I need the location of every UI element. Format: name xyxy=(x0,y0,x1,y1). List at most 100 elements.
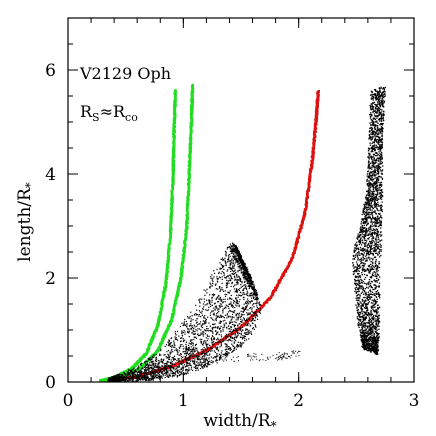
cloud-point xyxy=(179,354,181,356)
cloud-point xyxy=(162,375,164,377)
cloud-point xyxy=(196,321,198,323)
cloud-point xyxy=(241,319,243,321)
cloud-point xyxy=(176,351,178,353)
cloud-point xyxy=(154,372,157,374)
cloud-point xyxy=(254,324,256,326)
cloud-point xyxy=(215,348,218,350)
cloud-point xyxy=(193,314,196,316)
cloud-point xyxy=(179,352,182,355)
cloud-point xyxy=(250,276,252,279)
cloud-point xyxy=(215,334,217,336)
cloud-point xyxy=(206,292,208,294)
cloud-point xyxy=(225,307,227,309)
cloud-point xyxy=(210,330,212,332)
cloud-point xyxy=(229,321,231,323)
cloud-point xyxy=(190,339,192,341)
cloud-point xyxy=(243,335,245,337)
curve-point xyxy=(191,87,194,90)
cloud-point xyxy=(238,314,240,316)
cloud-point xyxy=(121,373,123,375)
cloud-point xyxy=(147,357,149,360)
curve-point xyxy=(189,140,192,144)
cloud-point xyxy=(198,363,201,365)
cloud-point xyxy=(204,362,206,364)
cloud-point xyxy=(196,325,198,327)
cloud-point xyxy=(221,287,223,289)
cloud-point xyxy=(251,283,253,285)
cloud-point xyxy=(237,344,239,346)
curve-point xyxy=(295,239,299,242)
cloud-point xyxy=(251,328,254,330)
cloud-point xyxy=(178,374,180,377)
cloud-point xyxy=(220,325,222,327)
cloud-point xyxy=(229,290,231,292)
curve-point xyxy=(250,316,253,319)
cloud-point xyxy=(251,294,253,296)
cloud-point xyxy=(189,328,191,330)
cloud-point xyxy=(196,364,198,366)
cloud-point xyxy=(150,364,152,366)
cloud-point xyxy=(184,339,186,341)
cloud-point xyxy=(128,369,130,371)
cloud-point xyxy=(128,374,130,376)
cloud-point xyxy=(250,294,252,296)
cloud-point xyxy=(215,298,217,301)
cloud-point xyxy=(121,379,124,381)
cloud-point xyxy=(120,377,122,379)
cloud-point xyxy=(240,310,242,312)
cloud-point xyxy=(128,370,130,372)
curve-point xyxy=(188,167,191,171)
curve-point xyxy=(174,90,177,94)
cloud-point xyxy=(246,300,248,302)
cloud-point xyxy=(235,251,237,253)
cloud-point xyxy=(177,339,179,341)
cloud-point xyxy=(245,339,248,341)
cloud-point xyxy=(199,323,201,325)
cloud-point xyxy=(171,346,173,348)
curve-point xyxy=(303,214,306,217)
cloud-point xyxy=(219,297,221,299)
cloud-point xyxy=(234,258,236,260)
cloud-point xyxy=(167,341,169,343)
cloud-point xyxy=(204,317,206,320)
cloud-point xyxy=(151,357,153,359)
cloud-point xyxy=(211,328,214,330)
cloud-point xyxy=(160,360,162,362)
cloud-point xyxy=(231,316,233,318)
cloud-point xyxy=(216,268,218,271)
cloud-point xyxy=(226,284,228,286)
cloud-point xyxy=(146,360,148,363)
cloud-point xyxy=(185,352,187,354)
cloud-point xyxy=(213,294,216,296)
cloud-point xyxy=(224,335,227,337)
cloud-point xyxy=(240,284,242,286)
cloud-point xyxy=(148,366,150,368)
cloud-point xyxy=(145,363,147,365)
cloud-point xyxy=(141,378,143,380)
cloud-point xyxy=(239,329,242,331)
curve-point xyxy=(173,104,176,107)
cloud-point xyxy=(169,355,171,357)
curve-point xyxy=(304,203,308,206)
cloud-point xyxy=(224,257,226,259)
cloud-point xyxy=(198,310,201,312)
cloud-point xyxy=(203,306,205,308)
cloud-point xyxy=(219,314,222,316)
cloud-point xyxy=(163,369,165,371)
cloud-point xyxy=(221,278,223,281)
cloud-point xyxy=(211,335,213,337)
cloud-point xyxy=(221,315,223,317)
cloud-point xyxy=(149,364,151,366)
cloud-point xyxy=(167,350,170,352)
cloud-point xyxy=(226,283,228,285)
curve-point xyxy=(186,208,189,211)
cloud-point xyxy=(206,365,209,367)
cloud-point xyxy=(219,303,221,305)
cloud-point xyxy=(155,354,157,356)
cloud-point xyxy=(253,284,255,286)
curve-point xyxy=(164,275,168,279)
curve-point xyxy=(227,334,231,338)
cloud-point xyxy=(194,358,196,360)
curve-point xyxy=(174,99,177,103)
curve-point xyxy=(191,103,194,107)
